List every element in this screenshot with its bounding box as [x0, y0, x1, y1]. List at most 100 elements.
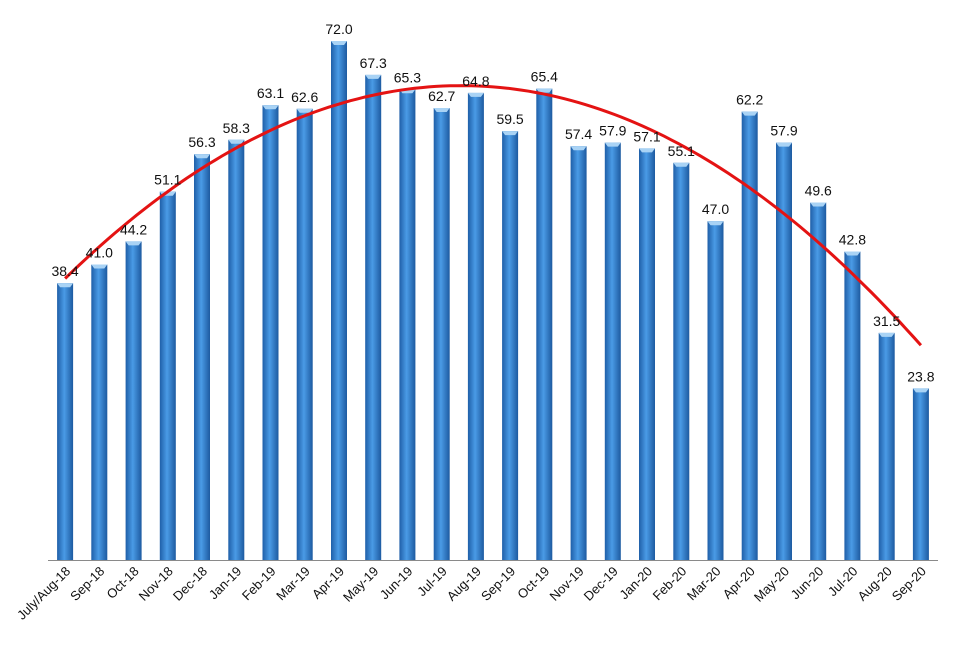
- bar-top-highlight: [262, 105, 279, 110]
- bar: [433, 108, 450, 560]
- data-label: 38.4: [51, 263, 78, 279]
- x-tick-label: May-19: [340, 564, 381, 605]
- bar: [707, 221, 724, 560]
- data-label: 57.9: [770, 123, 797, 139]
- data-label: 56.3: [188, 134, 215, 150]
- data-label: 57.1: [633, 128, 660, 144]
- data-label: 67.3: [360, 55, 387, 71]
- bar-top-highlight: [570, 146, 587, 151]
- bar: [159, 191, 176, 560]
- data-label: 42.8: [839, 232, 866, 248]
- data-label: 59.5: [496, 111, 523, 127]
- bar-top-highlight: [467, 92, 484, 97]
- x-tick-label: Aug-20: [855, 564, 895, 604]
- bar-top-highlight: [502, 131, 519, 136]
- x-tick-label: Sep-20: [889, 564, 929, 604]
- bar: [399, 89, 416, 561]
- data-label: 64.8: [462, 73, 489, 89]
- bar: [810, 202, 827, 560]
- bar-top-highlight: [365, 74, 382, 79]
- data-labels: 38.4 41.0 44.2 51.1 56.3 58.3 63.1 62.6 72.0 67.3…: [51, 21, 934, 384]
- bar: [878, 332, 895, 560]
- bar: [844, 251, 861, 560]
- bars-group: [57, 41, 929, 561]
- x-tick-label: Jan-19: [206, 564, 245, 603]
- bar-top-highlight: [433, 108, 450, 112]
- bar: [194, 154, 210, 560]
- bar: [467, 92, 484, 561]
- bar-top-highlight: [639, 148, 655, 153]
- bar-top-highlight: [878, 332, 895, 337]
- x-tick-label: Sep-18: [67, 564, 107, 604]
- x-tick-label: Dec-18: [170, 564, 210, 604]
- data-label: 58.3: [223, 120, 250, 136]
- data-label: 57.9: [599, 123, 626, 139]
- x-tick-label: Nov-19: [546, 564, 586, 604]
- bar-top-highlight: [707, 221, 724, 226]
- x-tick-labels: July/Aug-18Sep-18Oct-18Nov-18Dec-18Jan-1…: [14, 564, 929, 623]
- x-tick-label: Feb-20: [650, 564, 690, 604]
- data-label: 62.7: [428, 88, 455, 104]
- bar: [536, 88, 553, 560]
- x-tick-label: Oct-18: [104, 564, 142, 602]
- bar: [262, 105, 279, 560]
- data-label: 57.4: [565, 126, 592, 142]
- bar: [604, 142, 621, 560]
- x-tick-label: Jan-20: [616, 564, 655, 603]
- bar-top-highlight: [844, 251, 861, 256]
- x-tick-label: Dec-19: [581, 564, 621, 604]
- data-label: 63.1: [257, 85, 284, 101]
- x-tick-label: July/Aug-18: [14, 564, 73, 623]
- data-label: 55.1: [668, 143, 695, 159]
- data-label: 51.1: [154, 172, 181, 188]
- x-tick-label: Mar-20: [684, 564, 724, 604]
- trend-line: [64, 84, 923, 347]
- bar: [331, 41, 347, 560]
- bar: [639, 148, 655, 560]
- bar: [673, 162, 690, 561]
- bar-top-highlight: [912, 388, 929, 393]
- data-label: 47.0: [702, 201, 729, 217]
- bar: [57, 283, 74, 560]
- bar-top-highlight: [194, 154, 210, 159]
- bar-top-highlight: [331, 41, 347, 45]
- data-label: 62.2: [736, 92, 763, 108]
- x-tick-label: Jun-19: [377, 564, 416, 603]
- data-label: 41.0: [86, 245, 113, 261]
- bar: [570, 146, 587, 560]
- bar-top-highlight: [673, 162, 690, 167]
- bar-top-highlight: [741, 111, 758, 116]
- data-label: 31.5: [873, 313, 900, 329]
- bar-top-highlight: [810, 202, 827, 207]
- bar: [776, 142, 792, 560]
- bar-top-highlight: [604, 142, 621, 147]
- bar: [912, 388, 929, 560]
- bar-top-highlight: [91, 264, 108, 269]
- bar: [741, 111, 758, 560]
- bar: [228, 139, 245, 561]
- data-label: 65.4: [531, 69, 558, 85]
- bar: [91, 264, 108, 560]
- bar-top-highlight: [296, 108, 313, 113]
- bar: [502, 131, 519, 560]
- x-tick-label: Nov-18: [136, 564, 176, 604]
- x-tick-label: Sep-19: [478, 564, 518, 604]
- x-tick-label: Aug-19: [444, 564, 484, 604]
- bar-top-highlight: [536, 88, 553, 93]
- data-label: 44.2: [120, 221, 147, 237]
- x-tick-label: Jun-20: [788, 564, 827, 603]
- bar: [296, 108, 313, 561]
- data-label: 49.6: [805, 183, 832, 199]
- bar-top-highlight: [57, 283, 74, 288]
- x-tick-label: Oct-19: [514, 564, 552, 602]
- bar-top-highlight: [125, 241, 142, 246]
- data-label: 62.6: [291, 89, 318, 105]
- data-label: 65.3: [394, 69, 421, 85]
- x-tick-label: May-20: [751, 564, 792, 605]
- data-label: 72.0: [325, 21, 352, 37]
- bar-top-highlight: [228, 139, 245, 144]
- bar: [125, 241, 142, 560]
- x-tick-label: Mar-19: [273, 564, 313, 604]
- data-label: 23.8: [907, 368, 934, 384]
